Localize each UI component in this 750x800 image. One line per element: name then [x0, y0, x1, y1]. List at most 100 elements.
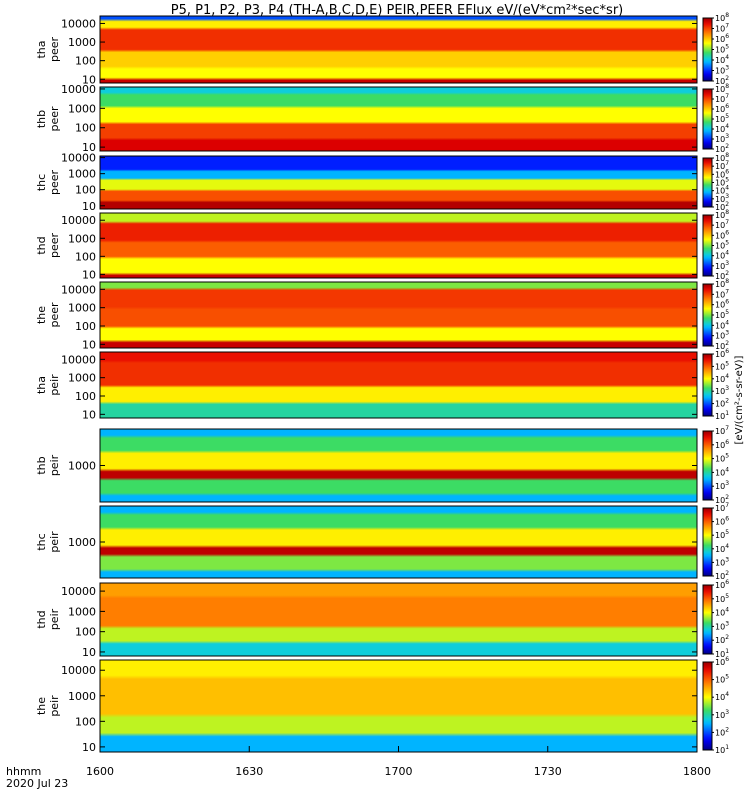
colorbar-tick-label: 106: [715, 579, 729, 590]
colorbar-tick-label: 104: [715, 373, 729, 384]
panel-frame: [99, 15, 698, 84]
colorbar-exponent: 4: [725, 691, 729, 698]
y-tick-label: 100: [75, 122, 96, 135]
colorbar-tick-label: 108: [715, 83, 729, 94]
y-tick-label: 10: [82, 741, 96, 754]
panel-probe-label: tha: [35, 376, 48, 394]
spectrogram-thb-peir: [100, 429, 697, 502]
colorbar-tick-label: 107: [715, 23, 729, 34]
spectrogram-the-peer: [100, 282, 697, 348]
colorbar-strip: [702, 157, 713, 208]
colorbar-exponent: 3: [725, 620, 729, 627]
colorbar-exponent: 7: [725, 425, 729, 432]
colorbar-exponent: 2: [725, 270, 729, 277]
colorbar-exponent: 7: [725, 23, 729, 30]
colorbar-tick-label: 103: [715, 133, 729, 144]
panel-probe-label: thb: [35, 110, 48, 128]
colorbar-tick-label: 102: [715, 201, 729, 212]
colorbar-exponent: 3: [725, 193, 729, 200]
colorbar-exponent: 2: [725, 75, 729, 82]
colorbar-tick-label: 102: [715, 634, 729, 645]
panel-probe-label: thc: [35, 174, 48, 191]
colorbar-tick-label: 106: [715, 103, 729, 114]
colorbar-exponent: 8: [725, 83, 729, 90]
colorbar-tick-label: 103: [715, 556, 729, 567]
y-tick-label: 1000: [68, 168, 96, 181]
panel-thd-peir: 10 100 1000 10000 thd peir 101 102 103 104 105 106: [35, 579, 729, 659]
panel-the-peer: 10 100 1000 10000 the peer 1021031041051061071…: [35, 278, 729, 351]
colorbar-exponent: 2: [725, 143, 729, 150]
colorbar-exponent: 3: [725, 330, 729, 337]
colorbar-tick-label: 103: [715, 193, 729, 204]
panel-probe-label: the: [35, 697, 48, 715]
colorbar-exponent: 6: [725, 33, 729, 40]
colorbar-tick-label: 105: [715, 529, 729, 540]
colorbar-exponent: 4: [725, 250, 729, 257]
colorbar-exponent: 3: [725, 65, 729, 72]
colorbar-tick-label: 108: [715, 152, 729, 163]
spectrogram-the-peir: [100, 660, 697, 752]
colorbar-exponent: 8: [725, 209, 729, 216]
colorbar-exponent: 4: [725, 607, 729, 614]
colorbar-exponent: 5: [725, 674, 729, 681]
colorbar-exponent: 2: [725, 634, 729, 641]
colorbar-exponent: 5: [725, 593, 729, 600]
panel-frame: [99, 155, 698, 210]
colorbar-tick-label: 103: [715, 480, 729, 491]
colorbar-tick-label: 106: [715, 348, 729, 359]
date-label: 2020 Jul 23: [6, 777, 68, 790]
time-axis: 1600 1630 1700 1730 1800: [86, 746, 711, 778]
colorbar-tick-label: 105: [715, 360, 729, 371]
colorbar-exponent: 5: [725, 240, 729, 247]
colorbar-tick-label: 107: [715, 288, 729, 299]
colorbar-strip: [702, 430, 713, 501]
colorbar-exponent: 5: [725, 453, 729, 460]
colorbar-exponent: 5: [725, 177, 729, 184]
x-tick-label: 1630: [235, 765, 263, 778]
colorbar-unit-label: [eV/(cm²-s-sr-eV)]: [734, 355, 745, 444]
colorbar-tick-label: 103: [715, 620, 729, 631]
colorbar-tick-label: 102: [715, 75, 729, 86]
colorbar-tick-label: 101: [715, 648, 729, 659]
panel-probe-label: the: [35, 306, 48, 324]
panel-probe-label: thd: [35, 236, 48, 254]
x-tick-label: 1730: [534, 765, 562, 778]
y-tick-label: 1000: [68, 232, 96, 245]
y-tick-label: 10000: [61, 17, 96, 30]
colorbar-thc-peir: 102 103 104 105 106 107: [702, 502, 729, 581]
colorbar-tick-label: 101: [715, 744, 729, 755]
colorbar-tick-label: 107: [715, 219, 729, 230]
colorbar-the-peir: 101 102 103 104 105 106: [702, 656, 729, 755]
colorbar-tick-label: 102: [715, 398, 729, 409]
panel-tha-peer: 10 100 1000 10000 tha peer 1021031041051061071…: [35, 12, 729, 86]
colorbar-exponent: 8: [725, 12, 729, 19]
colorbar-exponent: 1: [725, 648, 729, 655]
y-tick-label: 100: [75, 250, 96, 263]
colorbar-strip: [702, 584, 713, 655]
colorbar-exponent: 8: [725, 152, 729, 159]
y-tick-label: 100: [75, 626, 96, 639]
panel-probe-label: thb: [35, 456, 48, 474]
spectrogram-tha-peir: [100, 352, 697, 418]
y-tick-label: 10000: [61, 585, 96, 598]
colorbar-exponent: 6: [725, 103, 729, 110]
panel-type-label: peer: [48, 302, 61, 328]
colorbar-exponent: 6: [725, 516, 729, 523]
colorbar-exponent: 4: [725, 54, 729, 61]
colorbar-exponent: 3: [725, 385, 729, 392]
colorbar-tick-label: 105: [715, 593, 729, 604]
colorbar-tick-label: 103: [715, 330, 729, 341]
colorbar-tick-label: 106: [715, 516, 729, 527]
colorbar-exponent: 2: [725, 201, 729, 208]
panel-thd-peer: 10 100 1000 10000 thd peer 1021031041051061071…: [35, 209, 729, 281]
colorbar-exponent: 6: [725, 299, 729, 306]
colorbar-tick-label: 105: [715, 453, 729, 464]
spectrogram-tha-peer: [100, 16, 697, 83]
panel-thc-peer: 10 100 1000 10000 thc peer 1021031041051061071…: [35, 152, 729, 213]
colorbar-tick-label: 103: [715, 65, 729, 76]
